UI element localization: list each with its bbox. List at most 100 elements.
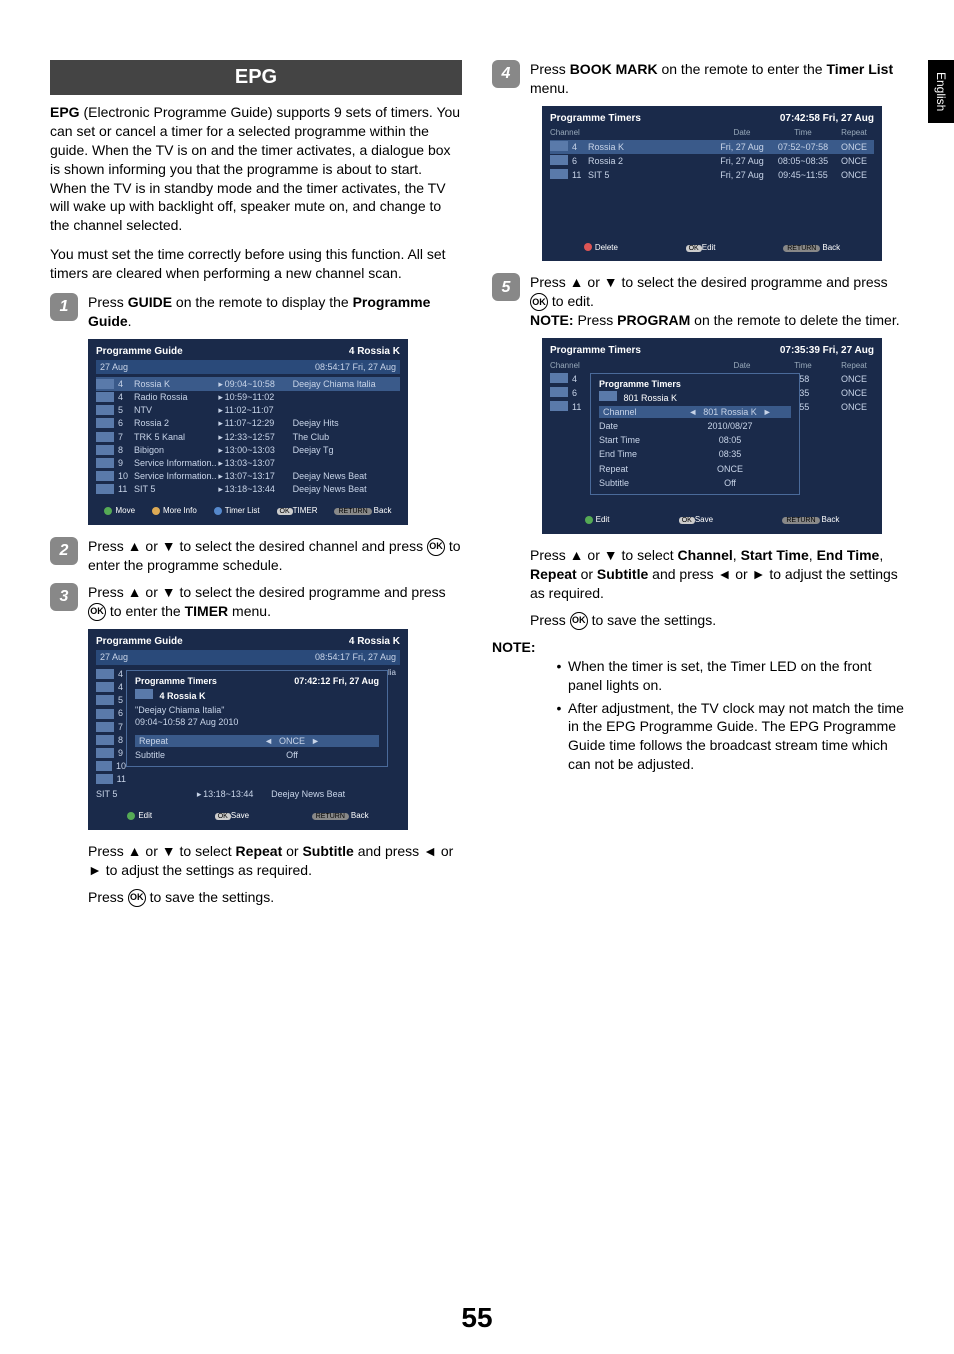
t: Press ▲ or ▼ to select the desired progr… [530,274,888,290]
t: , [809,547,817,563]
shot3-rows: 4Rossia KFri, 27 Aug07:52~07:58ONCE6Ross… [550,140,874,182]
section-title: EPG [50,60,462,95]
ch-icon [96,682,114,692]
repeat-label: Repeat [135,735,205,747]
ch-icon [96,774,113,784]
t: Start Time [741,547,809,563]
overlay-prog: "Deejay Chiama Italia" [135,704,379,716]
return-pill: RETURN [334,508,371,515]
right-column: 4 Press BOOK MARK on the remote to enter… [492,60,904,915]
t: on the remote to delete the timer. [690,312,899,328]
ch-icon [96,669,114,679]
ch-icon [96,761,112,771]
step-4-text: Press BOOK MARK on the remote to enter t… [530,60,904,98]
overlay-field-row: End Time08:35 [599,447,791,461]
t: Press [88,294,128,310]
ok-button-icon: OK [570,612,588,630]
shot-datetime: 08:54:17 Fri, 27 Aug [315,361,396,373]
ok-button-icon: OK [88,603,106,621]
t: GUIDE [128,294,172,310]
screenshot-timer-overlay: Programme Guide 4 Rossia K 27 Aug 08:54:… [88,629,408,830]
back-label: Back [374,506,392,515]
ch-icon [96,735,114,745]
step-5-text: Press ▲ or ▼ to select the desired progr… [530,273,904,330]
ch-icon [135,689,153,699]
page-number: 55 [461,1302,492,1334]
shot1-rows: 4Rossia K▸09:04~10:58Deejay Chiama Itali… [96,377,400,495]
overlay-ch: 801 Rossia K [624,393,678,403]
timer-row: 6Rossia 2Fri, 27 Aug08:05~08:35ONCE [550,154,874,168]
delete-label: Delete [595,243,618,252]
guide-row: 4Rossia K▸09:04~10:58Deejay Chiama Itali… [96,377,400,390]
overlay-field-row: Start Time08:05 [599,433,791,447]
step-3: 3 Press ▲ or ▼ to select the desired pro… [50,583,462,621]
epg-bold: EPG [50,104,80,120]
save-label: Save [231,811,249,820]
shot-title: Programme Guide [96,635,183,649]
ok-button-icon: OK [427,538,445,556]
col-date: Date [712,361,772,372]
step-5: 5 Press ▲ or ▼ to select the desired pro… [492,273,904,330]
ok-pill: OK [277,508,293,515]
t: to save the settings. [588,612,716,628]
guide-row: 9Service Information..▸13:03~13:07 [96,456,400,469]
ch-icon [599,391,617,401]
ok-pill: OK [686,245,702,252]
move-label: Move [115,506,135,515]
save-instruction: Press OK to save the settings. [88,888,462,907]
t: to save the settings. [146,889,274,905]
language-tab: English [928,60,954,123]
edit-label: Edit [596,515,610,524]
t: Press [574,312,618,328]
step-3-text: Press ▲ or ▼ to select the desired progr… [88,583,462,621]
step-2-text: Press ▲ or ▼ to select the desired chann… [88,537,462,575]
timerlist-label: Timer List [225,506,260,515]
blue-dot-icon [214,507,222,515]
shot-date: 27 Aug [100,651,128,663]
t: Press ▲ or ▼ to select [530,547,678,563]
t: Timer List [826,61,893,77]
note-heading: NOTE: [492,638,904,657]
t: BOOK MARK [570,61,658,77]
t: on the remote to display the [172,294,353,310]
t: on the remote to enter the [658,61,827,77]
step-1-text: Press GUIDE on the remote to display the… [88,293,462,331]
green-dot-icon [127,812,135,820]
t: Press [530,612,570,628]
overlay-field-row: Channel801 Rossia K [599,405,791,419]
return-pill: RETURN [312,813,349,820]
guide-row: 6Rossia 2▸11:07~12:29Deejay Hits [96,417,400,430]
t: menu. [228,603,271,619]
overflow-text: lia [388,668,396,677]
row-prog: Deejay News Beat [271,788,400,800]
content-columns: EPG EPG (Electronic Programme Guide) sup… [0,0,954,915]
timers-header: Channel Date Time Repeat [550,127,874,140]
edit-label: Edit [702,243,716,252]
t: , [879,547,883,563]
t: End Time [817,547,880,563]
t: Channel [678,547,733,563]
col-repeat: Repeat [834,361,874,372]
row-time: 13:18~13:44 [203,788,271,800]
intro-paragraph-1: EPG (Electronic Programme Guide) support… [50,103,462,235]
shot-date: 27 Aug [100,361,128,373]
moreinfo-label: More Info [163,506,197,515]
overlay-title: Programme Timers [599,378,681,390]
shot5-footer: Edit OKSave RETURNBack [550,515,874,526]
timer-overlay: Programme Timers 07:42:12 Fri, 27 Aug 4 … [126,670,388,768]
ok-pill: OK [679,517,695,524]
repeat-val: ONCE [205,735,379,747]
t: , [733,547,741,563]
guide-row: 5NTV▸11:02~11:07 [96,404,400,417]
guide-row: 11SIT 5▸13:18~13:44Deejay News Beat [96,483,400,496]
guide-row: 4Radio Rossia▸10:59~11:02 [96,391,400,404]
step-number-5: 5 [492,273,520,301]
repeat-subtitle-instruction: Press ▲ or ▼ to select Repeat or Subtitl… [88,842,462,880]
shot-datetime: 07:35:39 Fri, 27 Aug [780,344,874,358]
overlay-field-row: Date2010/08/27 [599,419,791,433]
guide-row: 7TRK 5 Kanal▸12:33~12:57The Club [96,430,400,443]
channel-date-instruction: Press ▲ or ▼ to select Channel, Start Ti… [530,546,904,603]
t: Subtitle [597,566,648,582]
green-dot-icon [104,507,112,515]
col-channel: Channel [550,128,572,139]
